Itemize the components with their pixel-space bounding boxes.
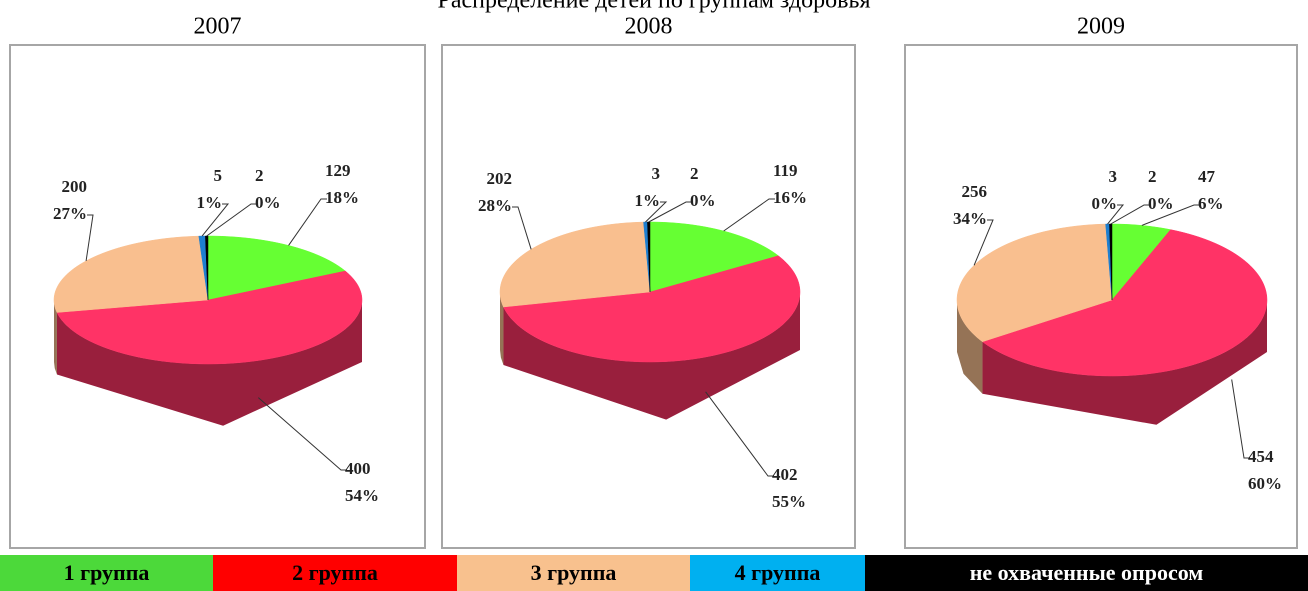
value-label: 129 bbox=[325, 161, 351, 180]
legend-swatch bbox=[690, 555, 865, 591]
slice-side bbox=[503, 292, 800, 420]
percent-label: 0% bbox=[690, 191, 716, 210]
legend-swatch bbox=[457, 555, 690, 591]
leader-line bbox=[705, 391, 774, 477]
value-label: 202 bbox=[487, 169, 513, 188]
percent-label: 6% bbox=[1198, 194, 1224, 213]
value-label: 3 bbox=[652, 164, 661, 183]
slice-top bbox=[649, 221, 779, 293]
value-label: 2 bbox=[690, 164, 699, 183]
leader-line bbox=[512, 206, 532, 250]
slice-top bbox=[981, 229, 1268, 377]
leader-line bbox=[645, 201, 668, 223]
slice-side bbox=[957, 300, 983, 394]
value-label: 119 bbox=[773, 161, 798, 180]
pie-slice bbox=[956, 223, 1113, 394]
leader-line bbox=[258, 397, 347, 471]
percent-label: 60% bbox=[1248, 474, 1282, 493]
pie-slice bbox=[503, 255, 801, 420]
percent-label: 1% bbox=[635, 191, 661, 210]
value-label: 454 bbox=[1248, 447, 1274, 466]
leader-line bbox=[201, 203, 230, 237]
slice-side bbox=[982, 300, 1267, 425]
leader-line bbox=[1107, 204, 1125, 225]
value-label: 402 bbox=[772, 465, 798, 484]
value-label: 5 bbox=[214, 166, 223, 185]
leader-line bbox=[206, 203, 257, 237]
slice-side bbox=[54, 300, 57, 375]
pie-slice bbox=[649, 221, 779, 293]
percent-label: 0% bbox=[1148, 194, 1174, 213]
legend-swatch bbox=[213, 555, 457, 591]
legend-label: 2 группа bbox=[292, 560, 378, 585]
percent-label: 16% bbox=[773, 188, 807, 207]
pie-slice bbox=[981, 229, 1268, 425]
legend-label: 3 группа bbox=[531, 560, 617, 585]
leader-line bbox=[288, 198, 327, 246]
chart-title: 2007 bbox=[194, 14, 242, 40]
pie-slice bbox=[499, 221, 651, 365]
pie-slice bbox=[56, 270, 363, 426]
pie-slice bbox=[1111, 223, 1172, 301]
chart-title: 2009 bbox=[1077, 14, 1125, 40]
percent-label: 55% bbox=[772, 492, 806, 511]
pie-slice bbox=[53, 235, 209, 375]
slice-side bbox=[500, 292, 504, 365]
percent-label: 27% bbox=[53, 204, 87, 223]
slice-side bbox=[56, 300, 363, 426]
legend-label: не охваченные опросом bbox=[970, 560, 1204, 585]
slice-top bbox=[56, 270, 363, 365]
percent-label: 28% bbox=[478, 196, 512, 215]
percent-label: 54% bbox=[345, 486, 379, 505]
legend-swatch bbox=[0, 555, 213, 591]
slice-top bbox=[503, 255, 801, 363]
value-label: 200 bbox=[62, 177, 88, 196]
legend-label: 1 группа bbox=[64, 560, 150, 585]
leader-line bbox=[723, 198, 775, 232]
percent-label: 0% bbox=[255, 193, 281, 212]
percent-label: 18% bbox=[325, 188, 359, 207]
value-label: 2 bbox=[1148, 167, 1157, 186]
percent-label: 34% bbox=[953, 209, 987, 228]
leader-line bbox=[973, 219, 994, 266]
leader-line bbox=[1231, 379, 1250, 459]
leader-line bbox=[648, 201, 692, 223]
leader-line bbox=[1141, 204, 1200, 226]
pie-slice bbox=[1109, 223, 1113, 301]
pie-slice bbox=[207, 235, 346, 301]
slice-top bbox=[499, 221, 651, 308]
percent-label: 1% bbox=[197, 193, 223, 212]
slice-top bbox=[53, 235, 209, 313]
value-label: 3 bbox=[1109, 167, 1118, 186]
slice-top bbox=[1109, 223, 1113, 301]
chart-title: 2008 bbox=[625, 14, 673, 40]
legend-swatch bbox=[865, 555, 1308, 591]
value-label: 256 bbox=[962, 182, 988, 201]
value-label: 47 bbox=[1198, 167, 1216, 186]
slice-top bbox=[1111, 223, 1172, 301]
value-label: 400 bbox=[345, 459, 371, 478]
page-title: Распределение детей по группам здоровья bbox=[438, 0, 871, 14]
slice-top bbox=[207, 235, 346, 301]
leader-line bbox=[85, 214, 94, 261]
value-label: 2 bbox=[255, 166, 264, 185]
legend-label: 4 группа bbox=[735, 560, 821, 585]
percent-label: 0% bbox=[1092, 194, 1118, 213]
leader-line bbox=[1110, 204, 1150, 225]
